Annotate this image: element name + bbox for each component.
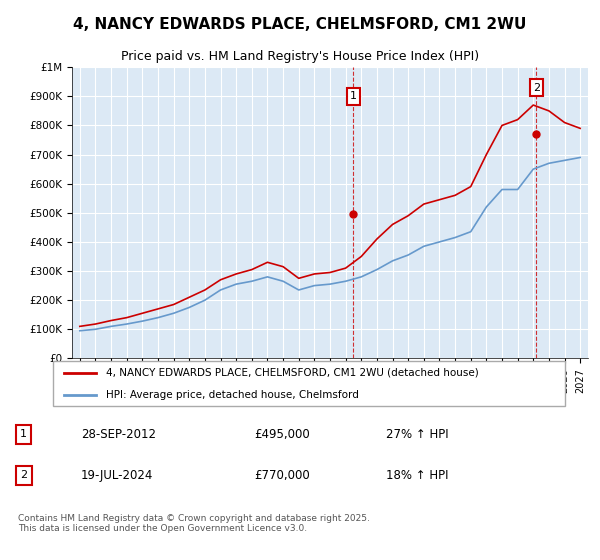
Text: Price paid vs. HM Land Registry's House Price Index (HPI): Price paid vs. HM Land Registry's House …: [121, 50, 479, 63]
Text: £770,000: £770,000: [254, 469, 310, 482]
Text: HPI: Average price, detached house, Chelmsford: HPI: Average price, detached house, Chel…: [106, 390, 359, 400]
FancyBboxPatch shape: [53, 361, 565, 407]
Text: 4, NANCY EDWARDS PLACE, CHELMSFORD, CM1 2WU: 4, NANCY EDWARDS PLACE, CHELMSFORD, CM1 …: [73, 17, 527, 32]
Text: 2: 2: [20, 470, 27, 480]
Text: 1: 1: [350, 91, 357, 101]
Text: 27% ↑ HPI: 27% ↑ HPI: [386, 428, 449, 441]
Text: 2: 2: [533, 82, 540, 92]
Text: 28-SEP-2012: 28-SEP-2012: [81, 428, 156, 441]
Text: £495,000: £495,000: [254, 428, 310, 441]
Text: 4, NANCY EDWARDS PLACE, CHELMSFORD, CM1 2WU (detached house): 4, NANCY EDWARDS PLACE, CHELMSFORD, CM1 …: [106, 367, 479, 377]
Text: 1: 1: [20, 429, 27, 439]
Text: Contains HM Land Registry data © Crown copyright and database right 2025.
This d: Contains HM Land Registry data © Crown c…: [18, 514, 370, 534]
Text: 18% ↑ HPI: 18% ↑ HPI: [386, 469, 449, 482]
Text: 19-JUL-2024: 19-JUL-2024: [81, 469, 154, 482]
